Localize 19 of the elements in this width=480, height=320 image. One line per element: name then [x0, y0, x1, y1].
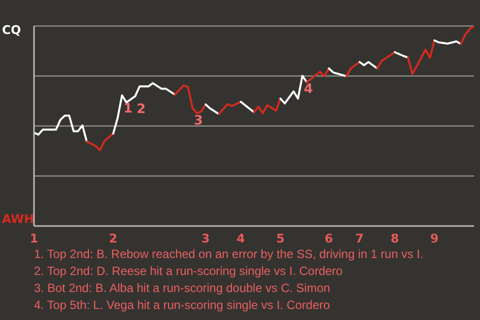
x-tick-label: 1 [30, 232, 38, 246]
annotation: 4 [304, 82, 313, 97]
x-tick-label: 5 [276, 232, 285, 246]
text: 1. Top 2nd: B. Rebow reached on an error by the SS, driving in 1 run vs I. [34, 246, 424, 263]
x-tick-label: 3 [201, 232, 210, 246]
x-tick-label: 4 [236, 232, 245, 246]
x-tick-label: 7 [355, 232, 364, 246]
x-tick-label: 8 [390, 232, 399, 246]
annotation: 3 [194, 114, 203, 129]
x-tick-label: 9 [430, 232, 439, 246]
x-tick-label: 6 [324, 232, 333, 246]
annotation: 2 [136, 102, 146, 118]
annotation: AWH [2, 212, 34, 226]
text: 4. Top 5th: L. Vega hit a run-scoring single vs I. Cordero [34, 297, 331, 314]
text: 2. Top 2nd: D. Reese hit a run-scoring single vs I. Cordero [34, 263, 344, 280]
text: CQ [2, 23, 22, 37]
x-tick-label: 2 [109, 232, 118, 246]
annotation: 1 [123, 101, 133, 116]
text: 3. Bot 2nd: B. Alba hit a run-scoring double vs C. Simon [34, 280, 332, 297]
